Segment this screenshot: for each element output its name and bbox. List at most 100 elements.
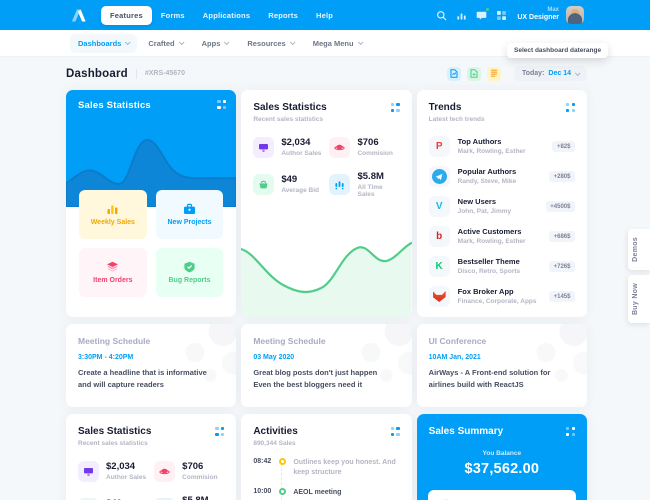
chat-icon[interactable] bbox=[476, 7, 490, 21]
subnav-label: Apps bbox=[201, 38, 221, 48]
trend-name: Fox Broker App bbox=[457, 287, 514, 297]
sales-overview-card: Sales Statistics Weekly Sales New Projec… bbox=[66, 90, 237, 317]
chevron-down-icon bbox=[224, 39, 230, 46]
card-menu-icon[interactable] bbox=[390, 103, 400, 112]
card-title: Activities bbox=[253, 426, 298, 437]
notes-icon[interactable] bbox=[486, 66, 501, 81]
meeting-date: 03 May 2020 bbox=[253, 354, 295, 361]
file-added-icon[interactable] bbox=[466, 66, 481, 81]
tile-label: Weekly Sales bbox=[90, 219, 135, 226]
timeline-time: 10:00 bbox=[253, 487, 272, 495]
stat-value: $706 bbox=[182, 461, 204, 472]
card-menu-icon[interactable] bbox=[217, 100, 227, 109]
user-info[interactable]: Max UX Designer bbox=[517, 7, 559, 23]
brand-logo-icon[interactable] bbox=[70, 9, 87, 22]
balance-block: You Balance $37,562.00 bbox=[417, 450, 587, 477]
stat-author-sales: $2,034 Author Sales bbox=[253, 136, 323, 158]
bing-icon: b bbox=[428, 226, 450, 247]
page-code: #XRS-45670 bbox=[144, 70, 185, 77]
chevron-down-icon bbox=[125, 39, 131, 46]
user-role: UX Designer bbox=[517, 14, 559, 22]
divider bbox=[135, 68, 137, 79]
card-menu-icon[interactable] bbox=[565, 427, 575, 436]
tile-weekly-sales[interactable]: Weekly Sales bbox=[79, 190, 147, 239]
chevron-down-icon bbox=[357, 39, 364, 46]
chart-blue-icon bbox=[329, 173, 351, 195]
subnav-item-mega-menu[interactable]: Mega Menu bbox=[305, 34, 370, 53]
subnav-label: Mega Menu bbox=[312, 38, 354, 48]
card-title: Trends bbox=[428, 102, 462, 113]
status-dot-warning bbox=[279, 458, 287, 465]
subnav-item-dashboards[interactable]: Dashboards bbox=[70, 33, 138, 53]
card-menu-icon[interactable] bbox=[390, 427, 400, 436]
demos-button[interactable]: Demos bbox=[628, 229, 650, 270]
trend-item-popular-authors[interactable]: Popular Authors Randy, Steve, Mike +280$ bbox=[428, 162, 575, 192]
trends-card: Trends Latest tech trends P Top Authors M… bbox=[416, 90, 587, 317]
avatar[interactable] bbox=[566, 6, 584, 24]
basket-green-icon bbox=[78, 497, 99, 500]
apps-grid-icon[interactable] bbox=[496, 10, 507, 21]
tile-label: New Projects bbox=[167, 219, 212, 226]
stats-icon[interactable] bbox=[456, 10, 467, 21]
menu-item-features[interactable]: Features bbox=[101, 5, 152, 25]
ui-conference-card: UI Conference 10AM Jan, 2021 AirWays - A… bbox=[416, 324, 587, 407]
meeting-text: Great blog posts don't just happen Even … bbox=[253, 368, 378, 389]
menu-item-reports[interactable]: Reports bbox=[268, 10, 298, 20]
trend-sub: Randy, Steve, Mike bbox=[457, 177, 517, 185]
menu-item-help[interactable]: Help bbox=[315, 10, 334, 20]
trend-sub: Finance, Corporate, Apps bbox=[457, 297, 537, 305]
menu-item-applications[interactable]: Applications bbox=[202, 10, 251, 20]
tile-item-orders[interactable]: Item Orders bbox=[79, 248, 147, 297]
subnav-item-resources[interactable]: Resources bbox=[239, 34, 301, 53]
trend-name: Active Customers bbox=[457, 227, 522, 237]
trend-item-fox-broker-app[interactable]: Fox Broker App Finance, Corporate, Apps +… bbox=[428, 282, 575, 312]
timeline-item: 10:00 AEOL meeting bbox=[253, 488, 399, 499]
trend-badge: +82$ bbox=[552, 141, 575, 152]
timeline-time: 08:42 bbox=[253, 457, 272, 465]
stat-label: Author Sales bbox=[281, 150, 322, 157]
trend-item-bestseller-theme[interactable]: K Bestseller Theme Disco, Retro, Sports +… bbox=[428, 252, 575, 282]
trend-sub: Mark, Rowling, Esther bbox=[457, 237, 526, 245]
trend-item-top-authors[interactable]: P Top Authors Mark, Rowling, Esther +82$ bbox=[428, 132, 575, 162]
subnav-label: Resources bbox=[247, 38, 286, 48]
trend-badge: +686$ bbox=[549, 231, 575, 242]
chevron-down-icon bbox=[178, 39, 185, 46]
card-menu-icon[interactable] bbox=[215, 427, 225, 436]
today-label: Today: bbox=[521, 70, 545, 77]
stat-author-sales: $2,034 Author Sales bbox=[78, 460, 148, 482]
card-subtitle: Recent sales statistics bbox=[78, 439, 148, 447]
tile-new-projects[interactable]: New Projects bbox=[155, 190, 224, 239]
daterange-button[interactable]: Today: Dec 14 bbox=[513, 66, 587, 81]
bar-chart-icon bbox=[107, 205, 118, 214]
trend-name: Top Authors bbox=[457, 137, 502, 147]
menu-item-forms[interactable]: Forms bbox=[160, 10, 185, 20]
notification-dot bbox=[485, 7, 490, 11]
stat-value: $2,034 bbox=[281, 137, 311, 148]
side-rail: Demos Buy Now bbox=[628, 229, 650, 328]
abstract-purple-icon bbox=[253, 136, 275, 158]
top-navbar: Features Forms Applications Reports Help… bbox=[0, 0, 650, 30]
trend-item-new-users[interactable]: V New Users John, Pat, Jimmy +4500$ bbox=[428, 192, 575, 222]
trend-sub: Disco, Retro, Sports bbox=[457, 267, 521, 275]
subnav-item-apps[interactable]: Apps bbox=[194, 34, 237, 53]
tile-label: Item Orders bbox=[93, 277, 133, 284]
card-menu-icon[interactable] bbox=[565, 103, 575, 112]
sales-statistics-card: Sales Statistics Recent sales statistics… bbox=[241, 90, 412, 317]
sales-summary-card: Sales Summary You Balance $37,562.00 Sal… bbox=[416, 414, 587, 500]
tile-bug-reports[interactable]: Bug Reports bbox=[155, 248, 224, 297]
meeting-text: Create a headline that is informative an… bbox=[78, 368, 207, 389]
trend-badge: +4500$ bbox=[545, 201, 575, 212]
card-title: Meeting Schedule bbox=[253, 336, 326, 346]
search-icon[interactable] bbox=[436, 10, 447, 21]
trend-item-active-customers[interactable]: b Active Customers Mark, Rowling, Esther … bbox=[428, 222, 575, 252]
buy-now-button[interactable]: Buy Now bbox=[628, 274, 650, 323]
activity-timeline: 08:42 Outlines keep you honest. And keep… bbox=[241, 447, 411, 500]
meeting-schedule-card-2: Meeting Schedule 03 May 2020 Great blog … bbox=[241, 324, 412, 407]
subnav-item-crafted[interactable]: Crafted bbox=[140, 34, 190, 53]
card-title: Sales Statistics bbox=[78, 426, 152, 437]
tile-label: Bug Reports bbox=[168, 277, 211, 284]
vimeo-icon: V bbox=[428, 196, 450, 217]
saturn-pink-icon bbox=[154, 460, 176, 482]
chart-file-icon[interactable] bbox=[446, 66, 461, 81]
